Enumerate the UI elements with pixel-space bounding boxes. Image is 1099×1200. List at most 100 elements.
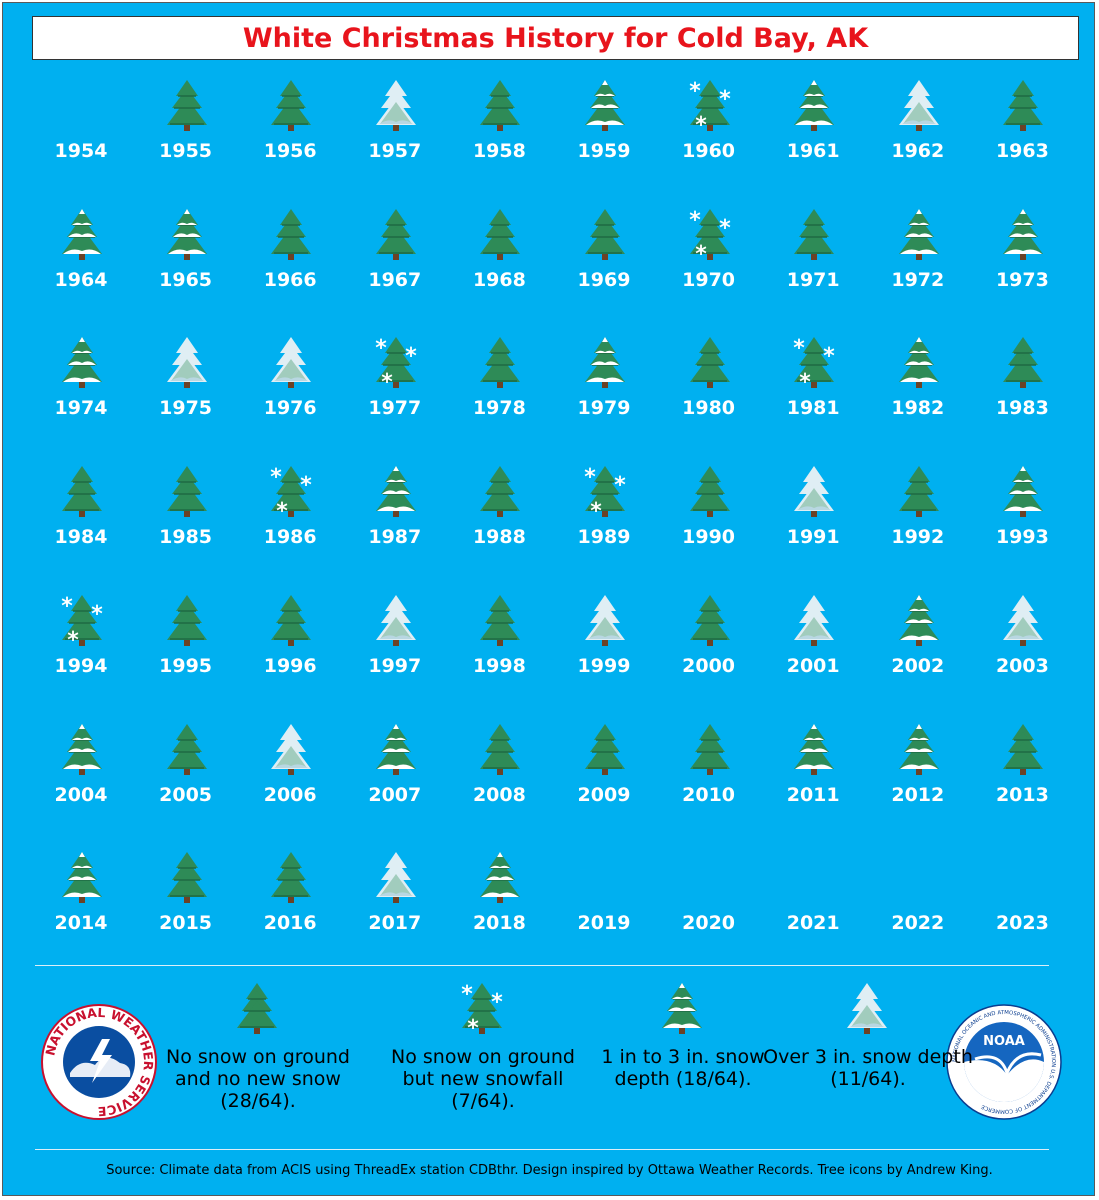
year-cell-2010: 2010 [659, 722, 759, 842]
legend-tree-icon-new_snow: * * * [461, 982, 503, 1037]
year-label: 1986 [263, 526, 317, 549]
year-label: 2003 [995, 654, 1049, 677]
tree-icon-1979 [585, 337, 625, 389]
year-label: 1960 [682, 140, 736, 162]
year-cell-1979: 1979 [554, 335, 654, 455]
year-label: 1954 [54, 140, 108, 162]
legend-label: Over 3 in. snow depth (11/64). [763, 1046, 973, 1090]
year-cell-2013: 2013 [972, 722, 1072, 842]
tree-icon-2003 [1003, 594, 1044, 646]
year-label: 1973 [995, 268, 1049, 291]
year-label: 1962 [891, 140, 945, 162]
year-cell-1969: 1969 [554, 207, 654, 327]
svg-text:*: * [276, 499, 288, 520]
year-cell-1954: 1954 [31, 78, 131, 198]
year-label: 2013 [995, 783, 1049, 806]
year-label: 2019 [577, 912, 631, 935]
year-label: 1961 [786, 140, 840, 162]
year-label: 1987 [368, 526, 422, 549]
year-label: 2012 [891, 783, 945, 806]
year-cell-2022: 2022 [868, 850, 968, 970]
chart-title: White Christmas History for Cold Bay, AK [242, 22, 869, 54]
divider-top [35, 965, 1049, 966]
year-cell-1981: * * * 1981 [763, 335, 863, 455]
year-cell-2006: 2006 [240, 722, 340, 842]
year-label: 2020 [682, 912, 736, 935]
year-label: 1980 [682, 397, 736, 420]
tree-icon-1965 [166, 208, 207, 260]
year-cell-2016: 2016 [240, 850, 340, 970]
svg-text:*: * [719, 216, 731, 241]
tree-icon-2014 [62, 852, 102, 904]
tree-icon-1978 [480, 337, 521, 389]
year-label: 1965 [159, 268, 213, 291]
year-cell-1963: 1963 [972, 78, 1072, 198]
tree-icon-1976 [271, 337, 312, 389]
tree-icon-2007 [375, 723, 416, 775]
year-label: 1955 [159, 140, 213, 162]
legend-item-new_snow: * * * No snow on ground but new snowfall (7… [388, 981, 578, 1121]
year-label: 1995 [159, 654, 213, 677]
year-label: 1971 [786, 268, 840, 291]
tree-icon-1982 [898, 337, 939, 389]
tree-icon-2004 [62, 723, 102, 775]
tree-icon-1987 [375, 466, 416, 518]
svg-text:*: * [461, 982, 473, 1007]
year-cell-1987: 1987 [345, 464, 445, 584]
year-cell-1967: 1967 [345, 207, 445, 327]
year-label: 1994 [54, 654, 108, 677]
tree-icon-1995 [166, 594, 207, 646]
tree-icon-1968 [480, 208, 521, 260]
year-label: 1976 [263, 397, 317, 420]
year-label: 1990 [682, 526, 736, 549]
tree-icon-1963 [1003, 80, 1044, 131]
tree-icon-1984 [62, 466, 102, 518]
year-label: 1991 [786, 526, 840, 549]
year-label: 2021 [786, 912, 840, 935]
legend-tree-icon-1to3 [662, 983, 702, 1034]
svg-text:*: * [695, 113, 707, 134]
tree-icon-2001 [794, 594, 835, 646]
tree-icon-1970: * * * [689, 208, 731, 263]
year-label: 1970 [682, 268, 736, 291]
svg-text:*: * [823, 344, 835, 369]
year-label: 2023 [995, 912, 1049, 935]
tree-icon-1967 [375, 208, 416, 260]
year-cell-1958: 1958 [449, 78, 549, 198]
svg-text:*: * [270, 465, 282, 490]
tree-icon-2016 [271, 852, 312, 904]
year-label: 1981 [786, 397, 840, 420]
year-label: 2007 [368, 783, 422, 806]
year-label: 1983 [995, 397, 1049, 420]
tree-icon-2006 [271, 723, 312, 775]
tree-icon-2017 [375, 852, 416, 904]
year-cell-2009: 2009 [554, 722, 654, 842]
tree-icon-1998 [480, 594, 521, 646]
year-label: 2008 [472, 783, 526, 806]
svg-text:*: * [799, 370, 811, 391]
year-cell-1994: * * * 1994 [31, 593, 131, 713]
svg-text:*: * [614, 473, 626, 498]
nws-logo: NATIONAL WEATHER SERVICE [40, 1003, 158, 1126]
svg-text:*: * [689, 208, 701, 233]
tree-icon-1958 [480, 80, 521, 131]
year-label: 2009 [577, 783, 631, 806]
tree-icon-1962 [898, 80, 939, 131]
year-cell-1961: 1961 [763, 78, 863, 198]
year-label: 1989 [577, 526, 631, 549]
tree-icon-2005 [166, 723, 207, 775]
year-label: 1985 [159, 526, 213, 549]
year-label: 1959 [577, 140, 631, 162]
legend-tree-icon-none [237, 983, 277, 1034]
tree-icon-1971 [794, 208, 835, 260]
svg-text:*: * [491, 990, 503, 1015]
legend-label: 1 in to 3 in. snow depth (18/64). [601, 1046, 765, 1090]
tree-icon-2018 [480, 852, 521, 904]
year-label: 1958 [472, 140, 526, 162]
svg-text:*: * [61, 594, 73, 619]
tree-icon-1964 [62, 208, 102, 260]
year-cell-1978: 1978 [449, 335, 549, 455]
legend-tree-icon-over3 [847, 983, 887, 1034]
year-cell-1965: 1965 [136, 207, 236, 327]
